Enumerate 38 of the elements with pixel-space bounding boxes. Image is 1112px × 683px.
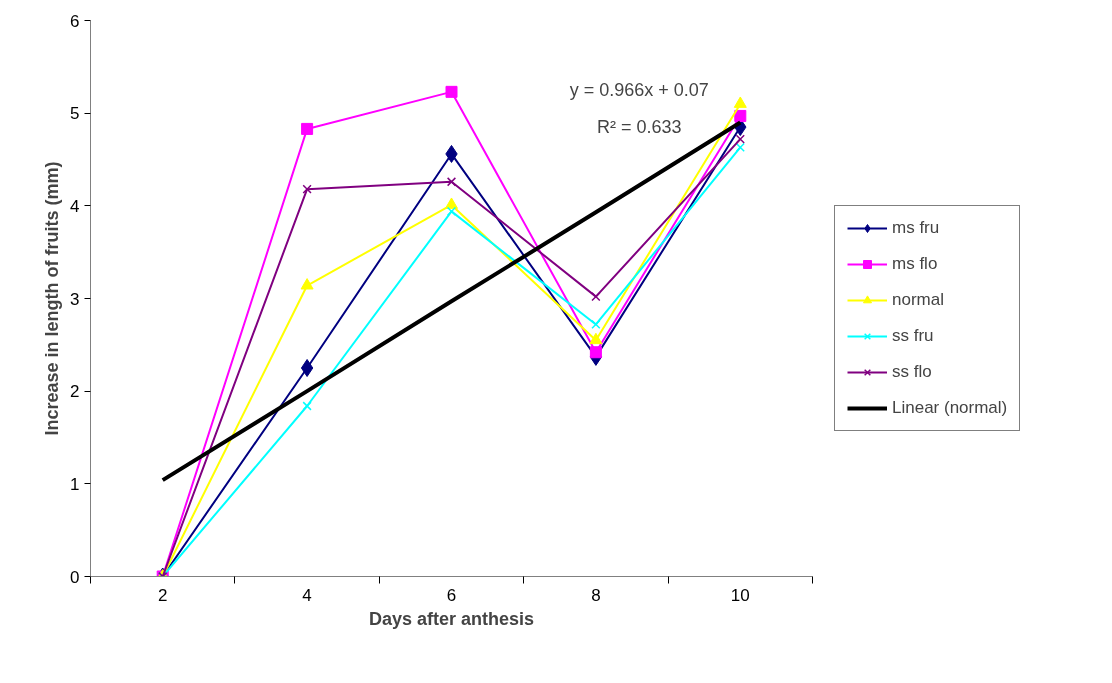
x-tick-label: 10 (730, 585, 750, 605)
y-tick-label: 5 (70, 104, 80, 124)
x-tick-label: 2 (157, 585, 168, 605)
point (446, 206, 457, 217)
point (589, 346, 602, 359)
point (735, 142, 745, 153)
legend-label: ss flo (892, 362, 932, 382)
legend-label: Linear (normal) (892, 398, 1008, 418)
y-tick-label: 3 (70, 289, 80, 309)
x-tick-label: 6 (446, 585, 457, 605)
point (735, 134, 745, 144)
legend-label: ms fru (892, 218, 940, 238)
y-tick-label: 0 (70, 567, 80, 587)
x-axis-title: Days after anthesis (368, 608, 535, 629)
point (302, 401, 312, 411)
x-tick-label: 4 (302, 585, 312, 605)
point (445, 197, 458, 209)
point (591, 319, 601, 330)
point (302, 184, 312, 194)
point (734, 109, 747, 122)
y-tick-label: 4 (70, 196, 80, 216)
y-axis-title: Increase in length of fruits (mm) (42, 161, 63, 436)
point (591, 292, 601, 302)
y-tick-label: 1 (70, 474, 80, 494)
annotation: R² = 0.633 (596, 117, 682, 138)
point (301, 122, 314, 135)
legend-label: ms flo (892, 254, 938, 274)
point (589, 332, 603, 345)
y-tick-label: 2 (70, 382, 80, 402)
point (446, 177, 457, 187)
point (300, 278, 314, 290)
y-tick-label: 6 (70, 11, 80, 31)
annotation: y = 0.966x + 0.07 (569, 80, 709, 100)
legend-label: ss fru (892, 326, 934, 346)
point (300, 359, 314, 377)
point (445, 85, 458, 98)
x-tick-label: 8 (591, 585, 601, 605)
legend-label: normal (892, 290, 944, 310)
